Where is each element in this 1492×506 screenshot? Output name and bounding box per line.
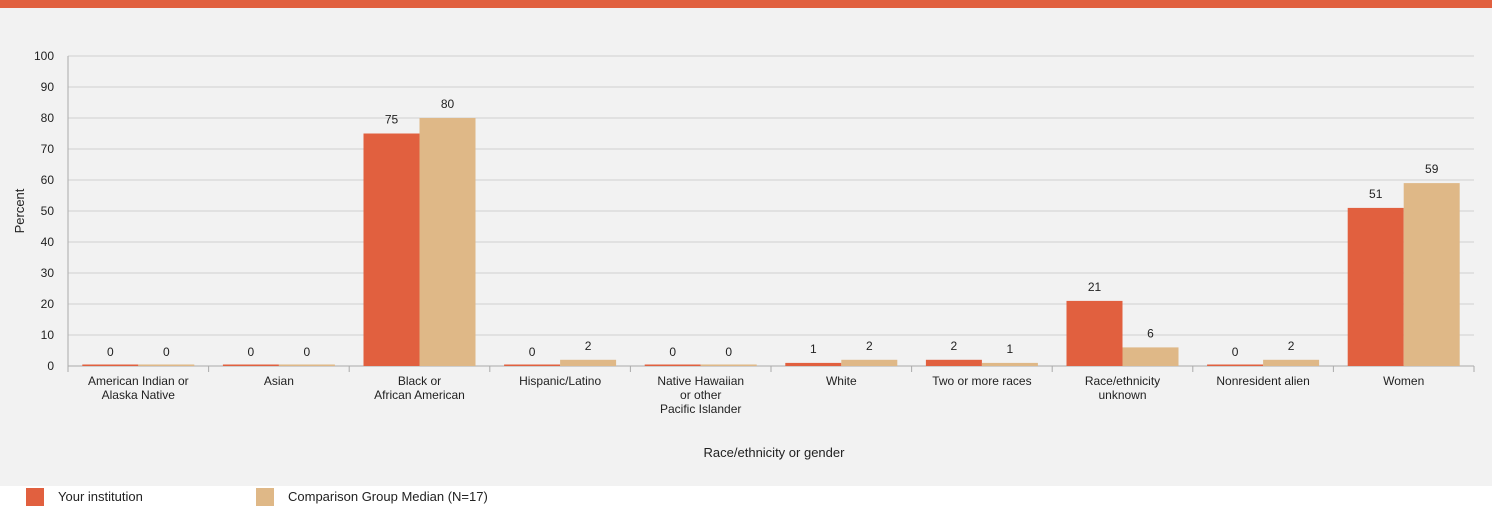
x-tick-label: Race/ethnicity	[1085, 374, 1160, 388]
y-tick-label: 70	[41, 142, 55, 156]
bar-institution	[1066, 300, 1123, 366]
x-tick-label: Women	[1383, 374, 1424, 388]
bar-comparison	[278, 364, 335, 366]
data-label: 51	[1369, 187, 1383, 201]
bar-comparison	[700, 364, 757, 366]
x-tick-label: Black or	[398, 374, 441, 388]
bar-comparison	[1403, 183, 1460, 366]
data-label: 2	[585, 339, 592, 353]
chart-legend: Your institution Comparison Group Median …	[0, 486, 1492, 506]
data-label: 2	[1288, 339, 1295, 353]
chart-panel: 0 10 20 30 40 50 60 70 80 90 100 Percent 0 0 American …	[0, 8, 1492, 486]
x-tick-label: Alaska Native	[102, 388, 176, 402]
bar-comparison	[138, 364, 195, 366]
data-label: 59	[1425, 162, 1439, 176]
data-label: 0	[669, 345, 676, 359]
bar-institution	[925, 359, 982, 366]
legend-label: Comparison Group Median (N=17)	[288, 489, 488, 504]
data-label: 0	[1232, 345, 1239, 359]
bar-institution	[644, 364, 701, 366]
bar-institution	[363, 133, 420, 366]
data-label: 1	[810, 342, 817, 356]
x-tick-label: Pacific Islander	[660, 402, 741, 416]
bar-comparison	[841, 359, 898, 366]
bar-comparison	[419, 118, 476, 366]
data-label: 80	[441, 97, 455, 111]
y-tick-label: 50	[41, 204, 55, 218]
x-tick-label: unknown	[1098, 388, 1146, 402]
data-label: 0	[163, 345, 170, 359]
data-label: 0	[248, 345, 255, 359]
data-label: 75	[385, 113, 399, 127]
bar-comparison	[1263, 359, 1320, 366]
y-axis-title: Percent	[12, 188, 27, 233]
bar-comparison	[1122, 347, 1179, 366]
top-accent-bar	[0, 0, 1492, 8]
legend-swatch	[26, 488, 44, 506]
bar-institution	[82, 364, 139, 366]
y-tick-label: 90	[41, 80, 55, 94]
bar-comparison	[560, 359, 617, 366]
y-tick-label: 30	[41, 266, 55, 280]
bar-institution	[222, 364, 279, 366]
x-tick-label: White	[826, 374, 857, 388]
data-label: 2	[951, 339, 958, 353]
x-tick-label: Nonresident alien	[1216, 374, 1309, 388]
x-tick-label: African American	[374, 388, 465, 402]
bar-institution	[1207, 364, 1264, 366]
legend-label: Your institution	[58, 489, 143, 504]
bar-institution	[785, 362, 842, 366]
y-tick-label: 60	[41, 173, 55, 187]
y-tick-label: 80	[41, 111, 55, 125]
bar-comparison	[981, 362, 1038, 366]
x-tick-label: American Indian or	[88, 374, 189, 388]
x-tick-label: Asian	[264, 374, 294, 388]
bar-institution	[1347, 207, 1404, 366]
y-tick-label: 0	[47, 359, 54, 373]
y-tick-label: 20	[41, 297, 55, 311]
data-label: 1	[1007, 342, 1014, 356]
y-tick-label: 10	[41, 328, 55, 342]
legend-swatch	[256, 488, 274, 506]
data-label: 0	[725, 345, 732, 359]
y-tick-label: 100	[34, 49, 54, 63]
bar-institution	[504, 364, 561, 366]
y-tick-label: 40	[41, 235, 55, 249]
x-axis-title: Race/ethnicity or gender	[704, 445, 846, 460]
x-tick-label: or other	[680, 388, 721, 402]
data-label: 2	[866, 339, 873, 353]
data-label: 0	[529, 345, 536, 359]
data-label: 21	[1088, 280, 1102, 294]
x-tick-label: Hispanic/Latino	[519, 374, 601, 388]
x-tick-label: Native Hawaiian	[657, 374, 744, 388]
data-label: 6	[1147, 326, 1154, 340]
x-tick-label: Two or more races	[932, 374, 1031, 388]
data-label: 0	[304, 345, 311, 359]
data-label: 0	[107, 345, 114, 359]
